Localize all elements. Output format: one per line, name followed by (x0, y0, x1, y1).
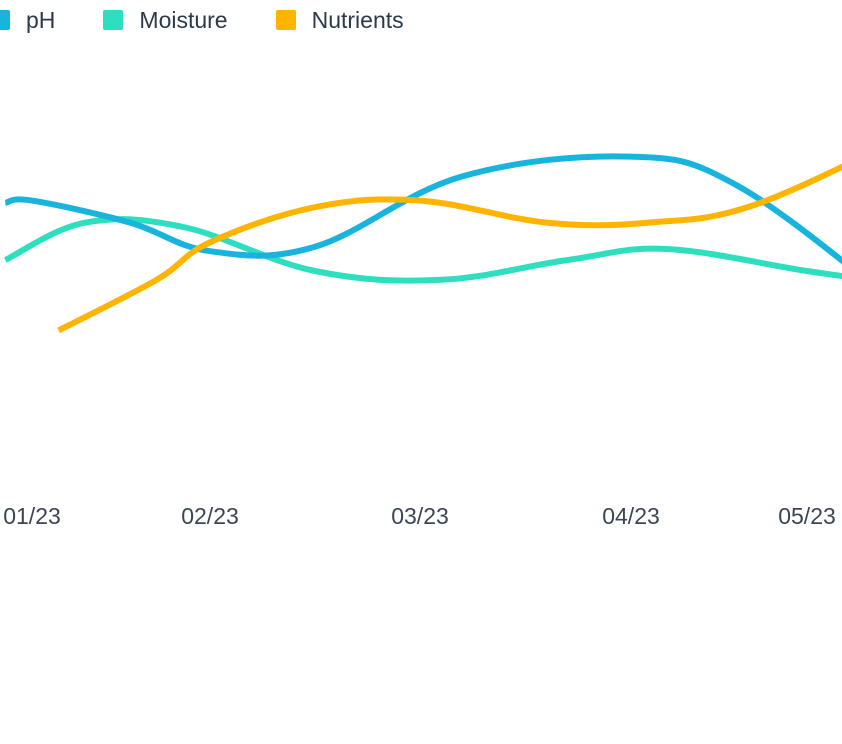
legend-swatch-moisture (103, 10, 124, 30)
legend-label-moisture: Moisture (139, 6, 228, 33)
x-tick-label: 02/23 (181, 503, 239, 529)
legend-swatch-ph (0, 10, 10, 30)
x-tick-label: 03/23 (391, 503, 449, 529)
legend-label-ph: pH (26, 6, 56, 33)
series-line-ph[interactable] (4, 153, 842, 295)
legend-item-nutrients[interactable]: Nutrients (275, 6, 404, 34)
x-tick-label: 01/23 (3, 503, 61, 529)
x-axis-ticks: 01/23 02/23 03/23 04/23 05/23 (3, 503, 836, 529)
legend-item-ph[interactable]: pH (0, 7, 55, 34)
x-tick-label: 05/23 (778, 503, 836, 529)
legend-item-moisture[interactable]: Moisture (103, 6, 228, 34)
series-line-nutrients[interactable] (57, 132, 842, 334)
chart-legend: pH Moisture Nutrients (0, 0, 452, 40)
legend-swatch-nutrients (275, 10, 296, 30)
series-line-moisture[interactable] (3, 216, 842, 284)
x-tick-label: 04/23 (602, 503, 660, 529)
legend-label-nutrients: Nutrients (311, 6, 404, 33)
